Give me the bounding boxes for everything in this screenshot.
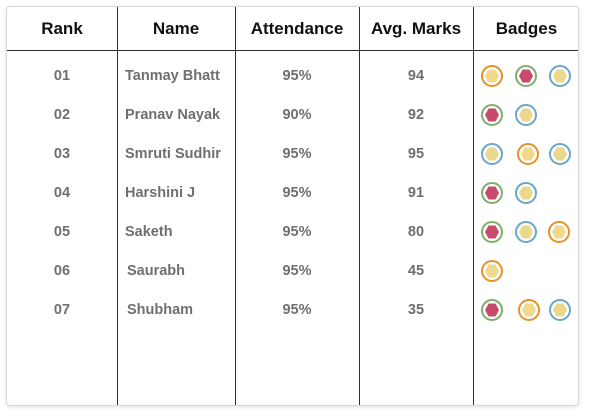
- hexagon-badge-icon: [549, 143, 571, 165]
- column-divider: [473, 7, 474, 405]
- column-divider: [117, 7, 118, 405]
- hexagon-badge-icon: [481, 65, 503, 87]
- hexagon-badge-icon: [481, 299, 503, 321]
- rank-cell: 05: [53, 224, 71, 240]
- name-cell: Smruti Sudhir: [125, 146, 221, 162]
- avg-marks-cell: 45: [407, 263, 425, 279]
- header-name: Name: [152, 18, 200, 38]
- column-divider: [359, 7, 360, 405]
- avg-marks-cell: 92: [407, 107, 425, 123]
- hexagon-badge-icon: [481, 104, 503, 126]
- attendance-cell: 95%: [282, 68, 312, 84]
- name-cell: Tanmay Bhatt: [125, 68, 220, 84]
- attendance-cell: 95%: [282, 224, 312, 240]
- name-cell: Saketh: [125, 224, 173, 240]
- rank-cell: 04: [53, 185, 71, 201]
- header-divider: [7, 50, 578, 51]
- name-cell: Pranav Nayak: [125, 107, 221, 123]
- hexagon-badge-icon: [515, 182, 537, 204]
- avg-marks-cell: 35: [407, 302, 425, 318]
- name-cell: Shubham: [127, 302, 194, 318]
- rank-cell: 03: [53, 146, 71, 162]
- hexagon-badge-icon: [481, 260, 503, 282]
- name-cell: Harshini J: [125, 185, 196, 201]
- attendance-cell: 95%: [282, 302, 312, 318]
- rank-cell: 06: [53, 263, 71, 279]
- hexagon-badge-icon: [549, 65, 571, 87]
- rank-cell: 01: [53, 68, 71, 84]
- name-cell: Saurabh: [127, 263, 186, 279]
- attendance-cell: 95%: [282, 263, 312, 279]
- header-badges: Badges: [495, 18, 558, 38]
- hexagon-badge-icon: [518, 299, 540, 321]
- header-rank: Rank: [41, 18, 83, 38]
- avg-marks-cell: 91: [407, 185, 425, 201]
- hexagon-badge-icon: [515, 221, 537, 243]
- column-divider: [235, 7, 236, 405]
- hexagon-badge-icon: [481, 182, 503, 204]
- hexagon-badge-icon: [481, 221, 503, 243]
- attendance-cell: 90%: [282, 107, 312, 123]
- hexagon-badge-icon: [481, 143, 503, 165]
- hexagon-badge-icon: [548, 221, 570, 243]
- rank-cell: 07: [53, 302, 71, 318]
- leaderboard-table: Rank Name Attendance Avg. Marks Badges 0…: [6, 6, 579, 406]
- hexagon-badge-icon: [549, 299, 571, 321]
- avg-marks-cell: 94: [407, 68, 425, 84]
- hexagon-badge-icon: [515, 104, 537, 126]
- hexagon-badge-icon: [517, 143, 539, 165]
- avg-marks-cell: 80: [407, 224, 425, 240]
- rank-cell: 02: [53, 107, 71, 123]
- hexagon-badge-icon: [515, 65, 537, 87]
- header-avg-marks: Avg. Marks: [370, 18, 462, 38]
- attendance-cell: 95%: [282, 185, 312, 201]
- avg-marks-cell: 95: [407, 146, 425, 162]
- attendance-cell: 95%: [282, 146, 312, 162]
- header-attendance: Attendance: [250, 18, 344, 38]
